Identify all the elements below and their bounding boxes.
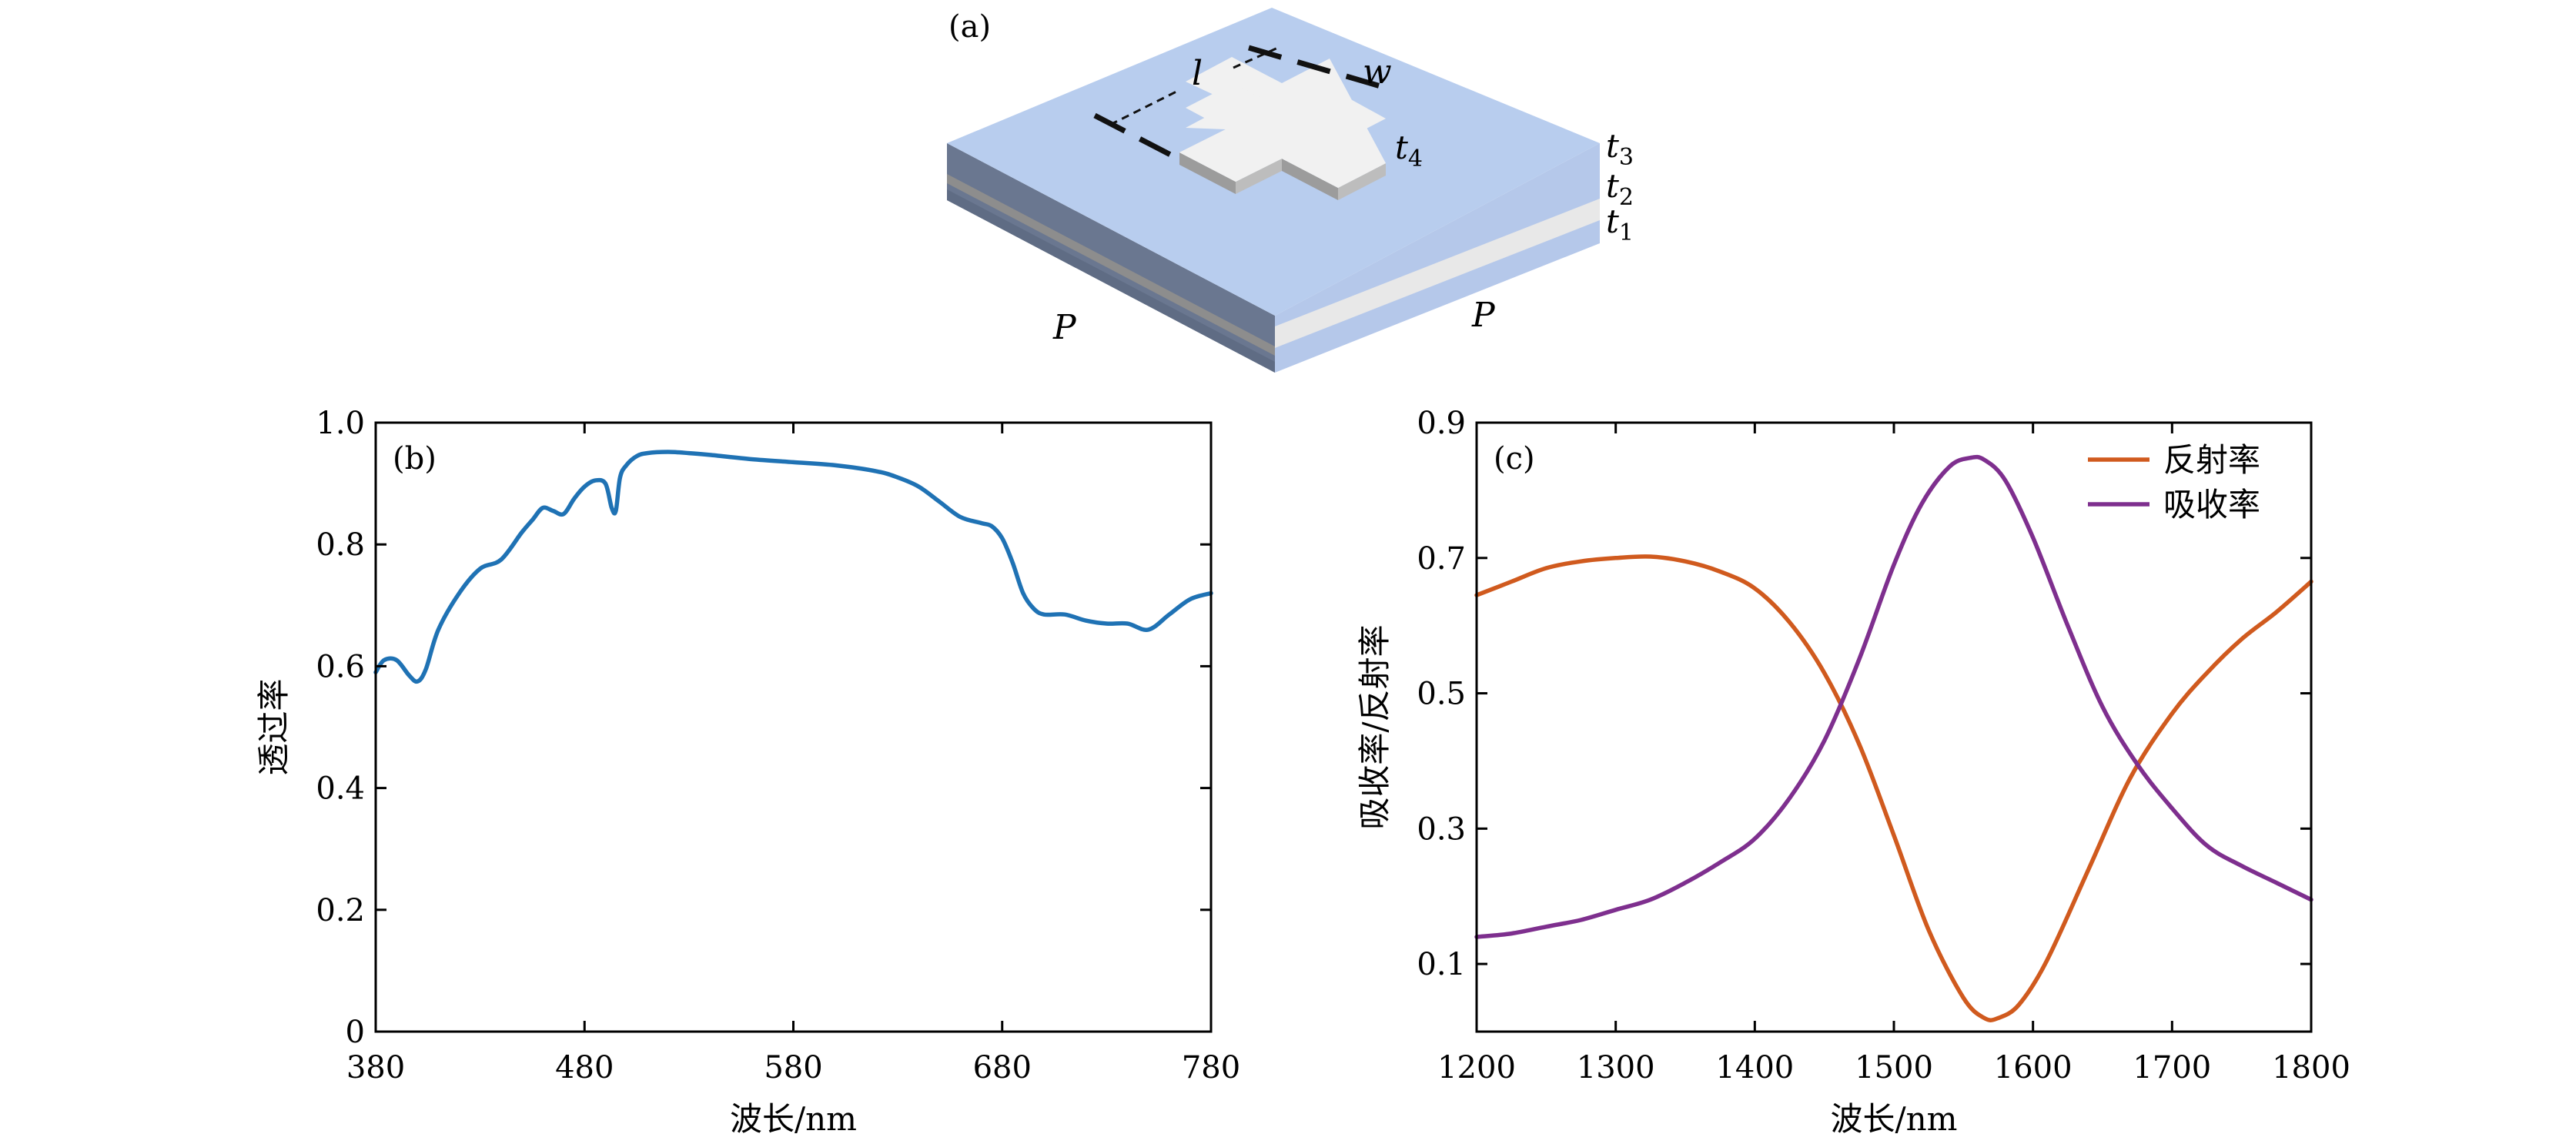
t3-label: t3 — [1606, 127, 1634, 171]
x-tick-label: 680 — [973, 1050, 1032, 1085]
y-tick-label: 0 — [346, 1015, 365, 1050]
x-tick-label: 1600 — [1994, 1050, 2073, 1085]
dim-arrow-l-right — [1233, 46, 1279, 69]
y-tick-label: 0.3 — [1417, 811, 1466, 847]
p-left-label: P — [1052, 308, 1077, 347]
x-tick-label: 1200 — [1437, 1050, 1516, 1085]
y-tick-label: 0.1 — [1417, 947, 1466, 982]
dim-w-label: w — [1363, 52, 1392, 92]
y-tick-label: 0.6 — [316, 649, 365, 684]
x-axis-label: 波长/nm — [1830, 1100, 1957, 1138]
y-tick-label: 0.9 — [1417, 406, 1466, 441]
series-line-1 — [1474, 454, 2313, 939]
legend-label-1: 吸收率 — [2163, 486, 2260, 523]
y-tick-label: 0.5 — [1417, 677, 1466, 712]
legend-label-0: 反射率 — [2163, 441, 2260, 479]
y-tick-label: 0.4 — [316, 771, 365, 807]
x-axis-label: 波长/nm — [730, 1100, 857, 1138]
dim-line-w — [1248, 45, 1387, 91]
chart-b-transmittance: 380 480 580 680 780 0 0.2 0.4 0.6 0.8 1.0 波长/nm 透过率 (… — [255, 406, 1240, 1138]
chart-c-absorption-reflection: 1200 1300 1400 1500 1600 1700 1800 0.1 0.3 0.5 0.7… — [1356, 406, 2350, 1138]
p-right-label: P — [1471, 296, 1496, 335]
dim-line-left — [1093, 112, 1179, 162]
x-tick-label: 1400 — [1715, 1050, 1794, 1085]
x-tick-label: 1500 — [1855, 1050, 1933, 1085]
y-axis-label: 吸收率/反射率 — [1356, 624, 1393, 829]
right-dielectric-layer — [1275, 199, 1600, 348]
x-tick-label: 780 — [1182, 1050, 1240, 1085]
plot-frame — [374, 421, 1213, 1033]
y-tick-label: 0.8 — [316, 527, 365, 563]
t2-label: t2 — [1606, 167, 1634, 211]
t4-label: t4 — [1395, 129, 1423, 172]
panel-a-schematic: (a) l w t4 t3 t2 t1 P P — [947, 8, 1634, 373]
left-face — [947, 143, 1275, 373]
panel-label: (c) — [1494, 441, 1535, 477]
dim-l-label: l — [1192, 54, 1203, 93]
x-tick-label: 580 — [764, 1050, 822, 1085]
panel-label: (b) — [393, 441, 437, 477]
series-line-0 — [373, 450, 1213, 684]
y-tick-label: 0.2 — [316, 893, 365, 928]
y-tick-label: 1.0 — [316, 406, 365, 441]
x-tick-label: 380 — [346, 1050, 405, 1085]
left-metal-layer — [947, 174, 1275, 356]
t1-label: t1 — [1606, 202, 1634, 246]
left-face-dark-bottom — [947, 189, 1275, 373]
y-tick-label: 0.7 — [1417, 541, 1466, 577]
panel-a-label: (a) — [948, 9, 991, 45]
y-axis-label: 透过率 — [255, 678, 293, 775]
x-tick-label: 1800 — [2272, 1050, 2350, 1085]
cross-resonator — [1179, 57, 1386, 200]
x-tick-label: 1700 — [2133, 1050, 2211, 1085]
x-tick-label: 480 — [555, 1050, 614, 1085]
series-line-0 — [1474, 554, 2313, 1022]
x-tick-label: 1300 — [1577, 1050, 1655, 1085]
